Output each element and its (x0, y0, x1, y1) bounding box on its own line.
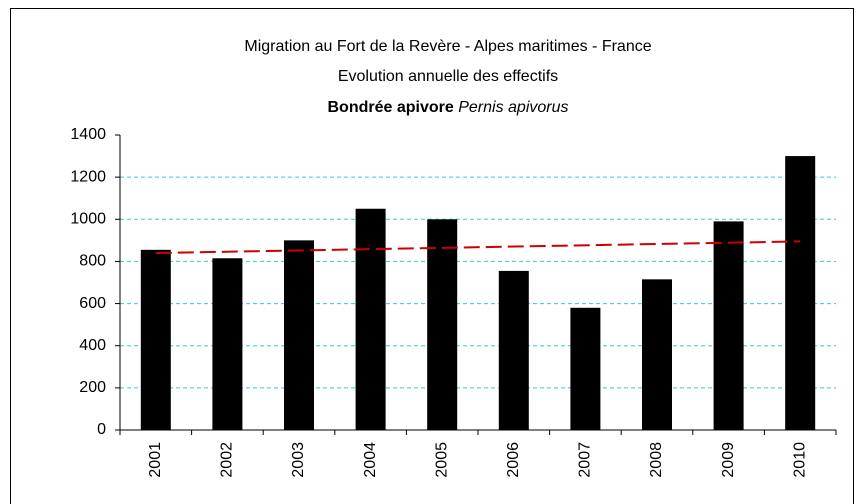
x-tick-label: 2003 (290, 442, 307, 478)
bar (140, 249, 171, 430)
species-latin: Pernis apivorus (458, 99, 568, 116)
bar (713, 221, 744, 430)
bar (570, 307, 601, 430)
y-tick-label: 1000 (70, 211, 106, 228)
bar (498, 270, 529, 430)
x-tick-label: 2008 (648, 442, 665, 478)
bar (212, 258, 243, 430)
x-tick-label: 2009 (720, 442, 737, 478)
species-title: Bondrée apivore Pernis apivorus (328, 99, 569, 116)
x-tick-label: 2007 (577, 442, 594, 478)
bar (785, 156, 816, 431)
y-tick-label: 1400 (70, 126, 106, 143)
y-tick-label: 0 (97, 421, 106, 438)
y-tick-label: 200 (79, 379, 106, 396)
y-tick-label: 600 (79, 295, 106, 312)
trend-line (155, 240, 801, 254)
bar (284, 240, 314, 430)
bar (427, 219, 458, 430)
y-tick-label: 800 (79, 253, 106, 270)
x-tick-label: 2002 (219, 442, 236, 478)
species-common: Bondrée apivore (328, 99, 454, 116)
chart-subtitle: Evolution annuelle des effectifs (338, 68, 558, 85)
x-tick-label: 2010 (791, 442, 808, 478)
x-tick-label: 2001 (147, 442, 164, 478)
x-tick-label: 2005 (433, 442, 450, 478)
bar (642, 279, 672, 430)
bar (355, 208, 386, 430)
chart-title: Migration au Fort de la Revère - Alpes m… (244, 38, 651, 55)
y-tick-label: 400 (79, 337, 106, 354)
x-tick-label: 2004 (362, 442, 379, 478)
x-tick-label: 2006 (505, 442, 522, 478)
y-tick-label: 1200 (70, 168, 106, 185)
